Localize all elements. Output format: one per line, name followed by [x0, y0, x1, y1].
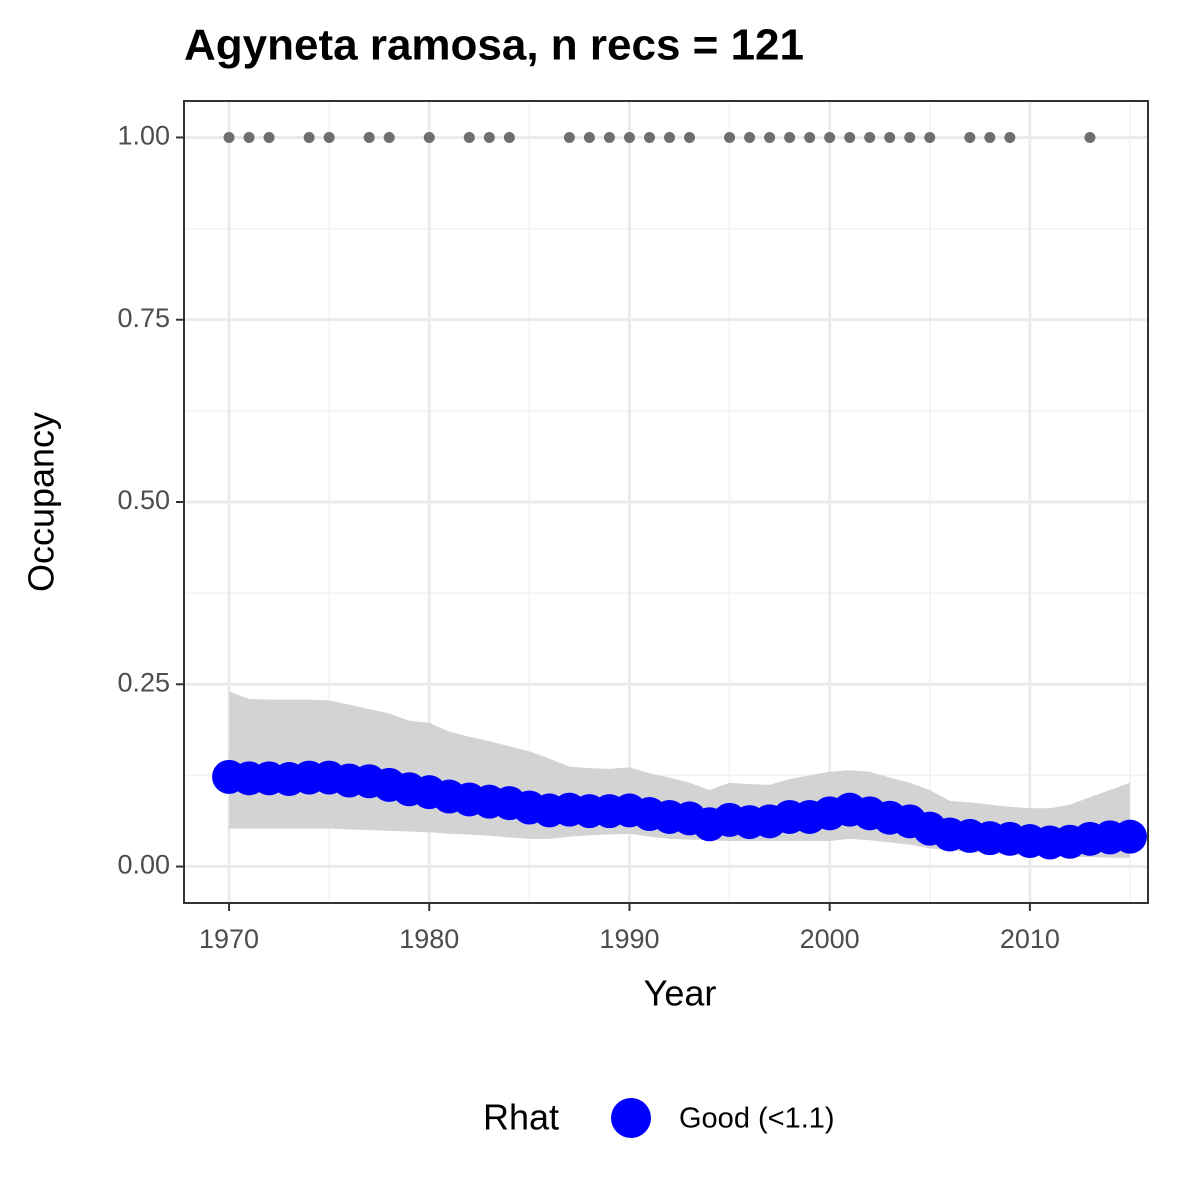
plot-area: 0.00 0.25 0.50 0.75 1.00 1970 1980 1990 2000 2010 — [117, 100, 1149, 954]
x-axis-label: Year — [644, 973, 717, 1014]
detection-point — [323, 131, 335, 143]
detection-point — [964, 131, 976, 143]
detection-point — [1004, 131, 1016, 143]
detection-point — [924, 131, 936, 143]
occupancy-point — [1112, 819, 1147, 854]
detection-point — [383, 131, 395, 143]
detection-point — [904, 131, 916, 143]
detection-point — [804, 131, 816, 143]
detection-point — [603, 131, 615, 143]
detection-point — [483, 131, 495, 143]
detection-point — [623, 131, 635, 143]
detection-point — [684, 131, 696, 143]
x-tick-label: 1970 — [199, 924, 259, 954]
detection-point — [223, 131, 235, 143]
detection-point — [844, 131, 856, 143]
detection-point — [764, 131, 776, 143]
y-tick-label: 1.00 — [117, 121, 170, 151]
detection-point — [563, 131, 575, 143]
y-tick-label: 0.75 — [117, 303, 170, 333]
detection-point — [243, 131, 255, 143]
y-axis-label: Occupancy — [21, 412, 62, 592]
legend-swatch — [611, 1098, 651, 1138]
detection-point — [744, 131, 756, 143]
detection-point — [263, 131, 275, 143]
legend-label: Good (<1.1) — [679, 1103, 835, 1135]
detection-point — [583, 131, 595, 143]
panel-border — [183, 100, 1149, 904]
detection-point — [984, 131, 996, 143]
detection-point — [864, 131, 876, 143]
detection-point — [824, 131, 836, 143]
detection-point — [503, 131, 515, 143]
detection-point — [423, 131, 435, 143]
detection-point — [463, 131, 475, 143]
x-tick-label: 2010 — [1000, 924, 1060, 954]
detection-point — [784, 131, 796, 143]
detection-point — [1084, 131, 1096, 143]
detection-point — [643, 131, 655, 143]
x-tick-label: 1990 — [599, 924, 659, 954]
detection-point — [884, 131, 896, 143]
legend-title: Rhat — [483, 1097, 559, 1138]
detection-point — [363, 131, 375, 143]
chart-title: Agyneta ramosa, n recs = 121 — [184, 21, 804, 70]
detection-point — [724, 131, 736, 143]
detection-point — [664, 131, 676, 143]
y-tick-label: 0.50 — [117, 485, 170, 515]
y-tick-label: 0.25 — [117, 667, 170, 697]
x-tick-label: 2000 — [800, 924, 860, 954]
x-tick-label: 1980 — [399, 924, 459, 954]
y-tick-label: 0.00 — [117, 850, 170, 880]
detection-point — [303, 131, 315, 143]
